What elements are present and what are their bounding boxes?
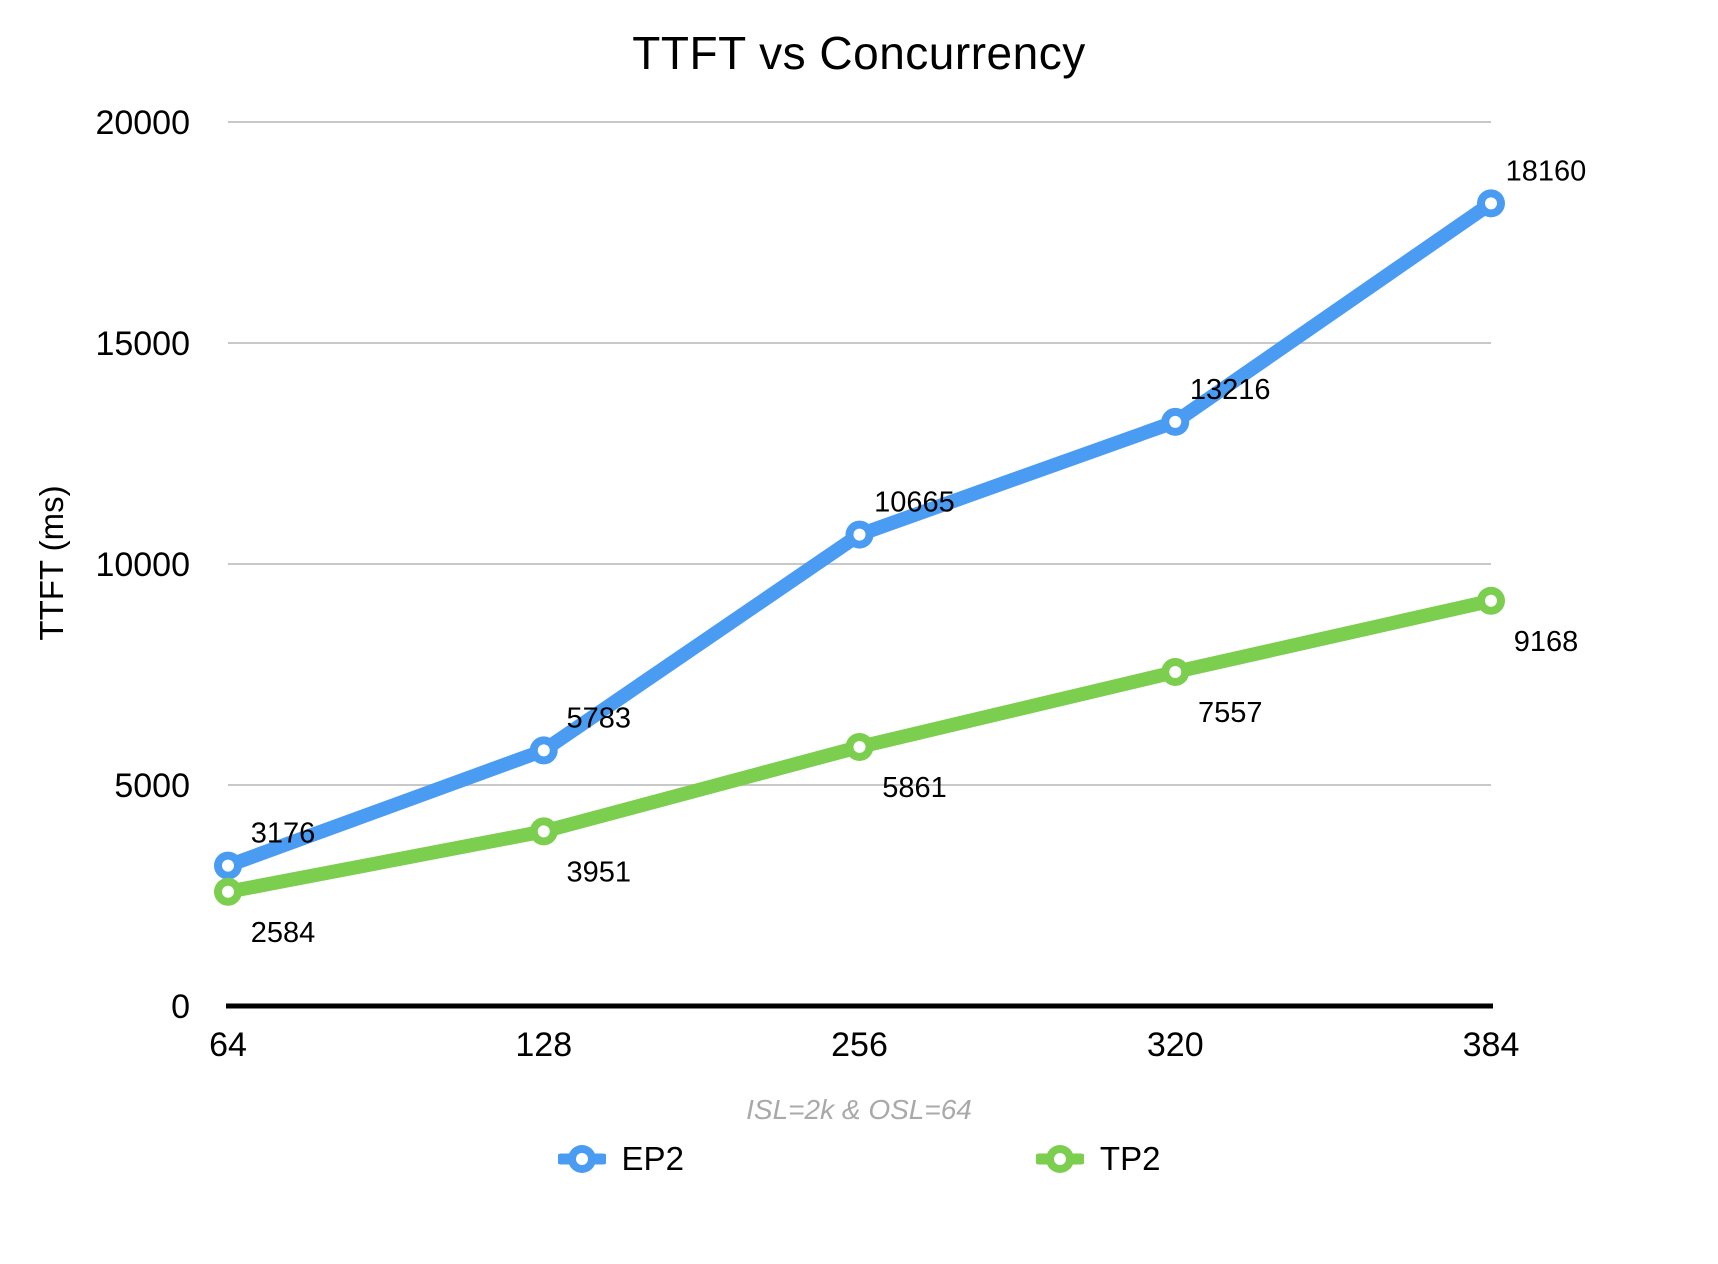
data-label: 10665 — [874, 487, 955, 519]
tp2-marker-hole — [537, 825, 550, 838]
y-tick-label: 20000 — [95, 104, 190, 142]
x-tick-label: 256 — [831, 1026, 888, 1064]
data-label: 9168 — [1514, 626, 1579, 658]
tp2-marker-hole — [1485, 594, 1497, 607]
data-label: 3951 — [566, 856, 631, 888]
legend-label-ep2: EP2 — [621, 1140, 684, 1177]
ep2-marker-hole — [222, 859, 234, 872]
y-tick-label: 5000 — [114, 767, 190, 805]
ep2-marker-hole — [853, 528, 866, 541]
legend: EP2 TP2 — [0, 1140, 1718, 1178]
tp2-marker-hole — [1169, 665, 1182, 678]
data-label: 3176 — [251, 818, 316, 850]
chart-title: TTFT vs Concurrency — [632, 27, 1086, 79]
legend-item-ep2: EP2 — [557, 1140, 684, 1178]
ep2-line-marker-icon — [557, 1145, 606, 1173]
y-tick-label: 0 — [171, 988, 190, 1026]
x-tick-label: 128 — [515, 1026, 572, 1064]
tp2-line-marker-icon — [1035, 1145, 1084, 1173]
x-tick-label: 384 — [1463, 1026, 1520, 1064]
y-tick-label: 15000 — [95, 325, 190, 363]
data-label: 2584 — [251, 917, 316, 949]
y-tick-label: 10000 — [95, 546, 190, 584]
tp2-marker-hole — [222, 885, 234, 898]
tp2-marker-hole — [853, 740, 866, 753]
ep2-marker-hole — [1485, 197, 1497, 210]
x-axis-subtitle: ISL=2k & OSL=64 — [746, 1094, 972, 1125]
legend-item-tp2: TP2 — [1035, 1140, 1161, 1178]
data-label: 7557 — [1198, 697, 1263, 729]
ep2-marker-hole — [1169, 415, 1182, 428]
data-label: 13216 — [1190, 374, 1271, 406]
y-axis-title: TTFT (ms) — [33, 485, 70, 641]
data-label: 18160 — [1506, 155, 1587, 187]
data-label: 5783 — [566, 702, 631, 734]
x-tick-label: 64 — [209, 1026, 247, 1064]
ep2-marker-hole — [537, 744, 550, 757]
data-label: 5861 — [882, 772, 947, 804]
legend-label-tp2: TP2 — [1099, 1140, 1161, 1177]
x-tick-label: 320 — [1147, 1026, 1204, 1064]
